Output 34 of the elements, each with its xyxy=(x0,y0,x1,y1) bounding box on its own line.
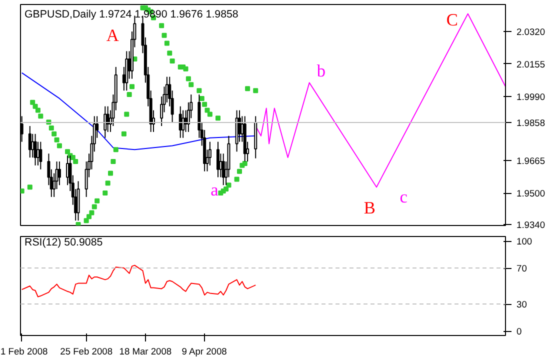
annotation: B xyxy=(364,198,376,218)
annotation: a xyxy=(210,180,219,200)
line-series xyxy=(255,13,506,188)
candlestick xyxy=(58,160,61,186)
y-tick-label: 1.9665 xyxy=(516,156,546,166)
y-tick-label: 1.9500 xyxy=(516,188,546,198)
annotation: C xyxy=(446,10,458,30)
x-tick-label: 9 Apr 2008 xyxy=(182,346,227,356)
y-tick-label: 2.0320 xyxy=(516,26,546,37)
y-tick-label: 0 xyxy=(516,326,522,336)
candlestick xyxy=(28,126,32,158)
candlestick xyxy=(125,50,128,92)
y-tick-label: 1.9990 xyxy=(516,92,546,102)
x-tick-label: 1 Feb 2008 xyxy=(0,346,48,356)
y-tick-label: 30 xyxy=(516,300,527,310)
x-tick-label: 25 Feb 2008 xyxy=(60,346,113,356)
x-tick-label: 18 Mar 2008 xyxy=(119,346,172,356)
y-tick-label: 100 xyxy=(516,236,532,246)
annotation: A xyxy=(106,26,120,45)
candlestick xyxy=(39,141,42,170)
y-tick-label: 1.9340 xyxy=(516,220,546,230)
y-tick-label: 2.0155 xyxy=(516,59,546,70)
candlestick xyxy=(76,180,80,222)
chart-title: GBPUSD,Daily 1.9724 1.9890 1.9676 1.9858 xyxy=(24,8,238,20)
candlestick xyxy=(216,141,220,178)
candlestick xyxy=(222,153,225,186)
ref-line-label: 1.9858 xyxy=(516,118,546,128)
chart-title: RSI(12) 50.9085 xyxy=(24,236,103,248)
line-series xyxy=(21,264,256,298)
candlestick xyxy=(34,133,37,166)
candlestick xyxy=(104,106,107,138)
annotation: c xyxy=(400,187,408,206)
annotation: b xyxy=(316,61,326,80)
y-tick-label: 70 xyxy=(516,264,527,274)
